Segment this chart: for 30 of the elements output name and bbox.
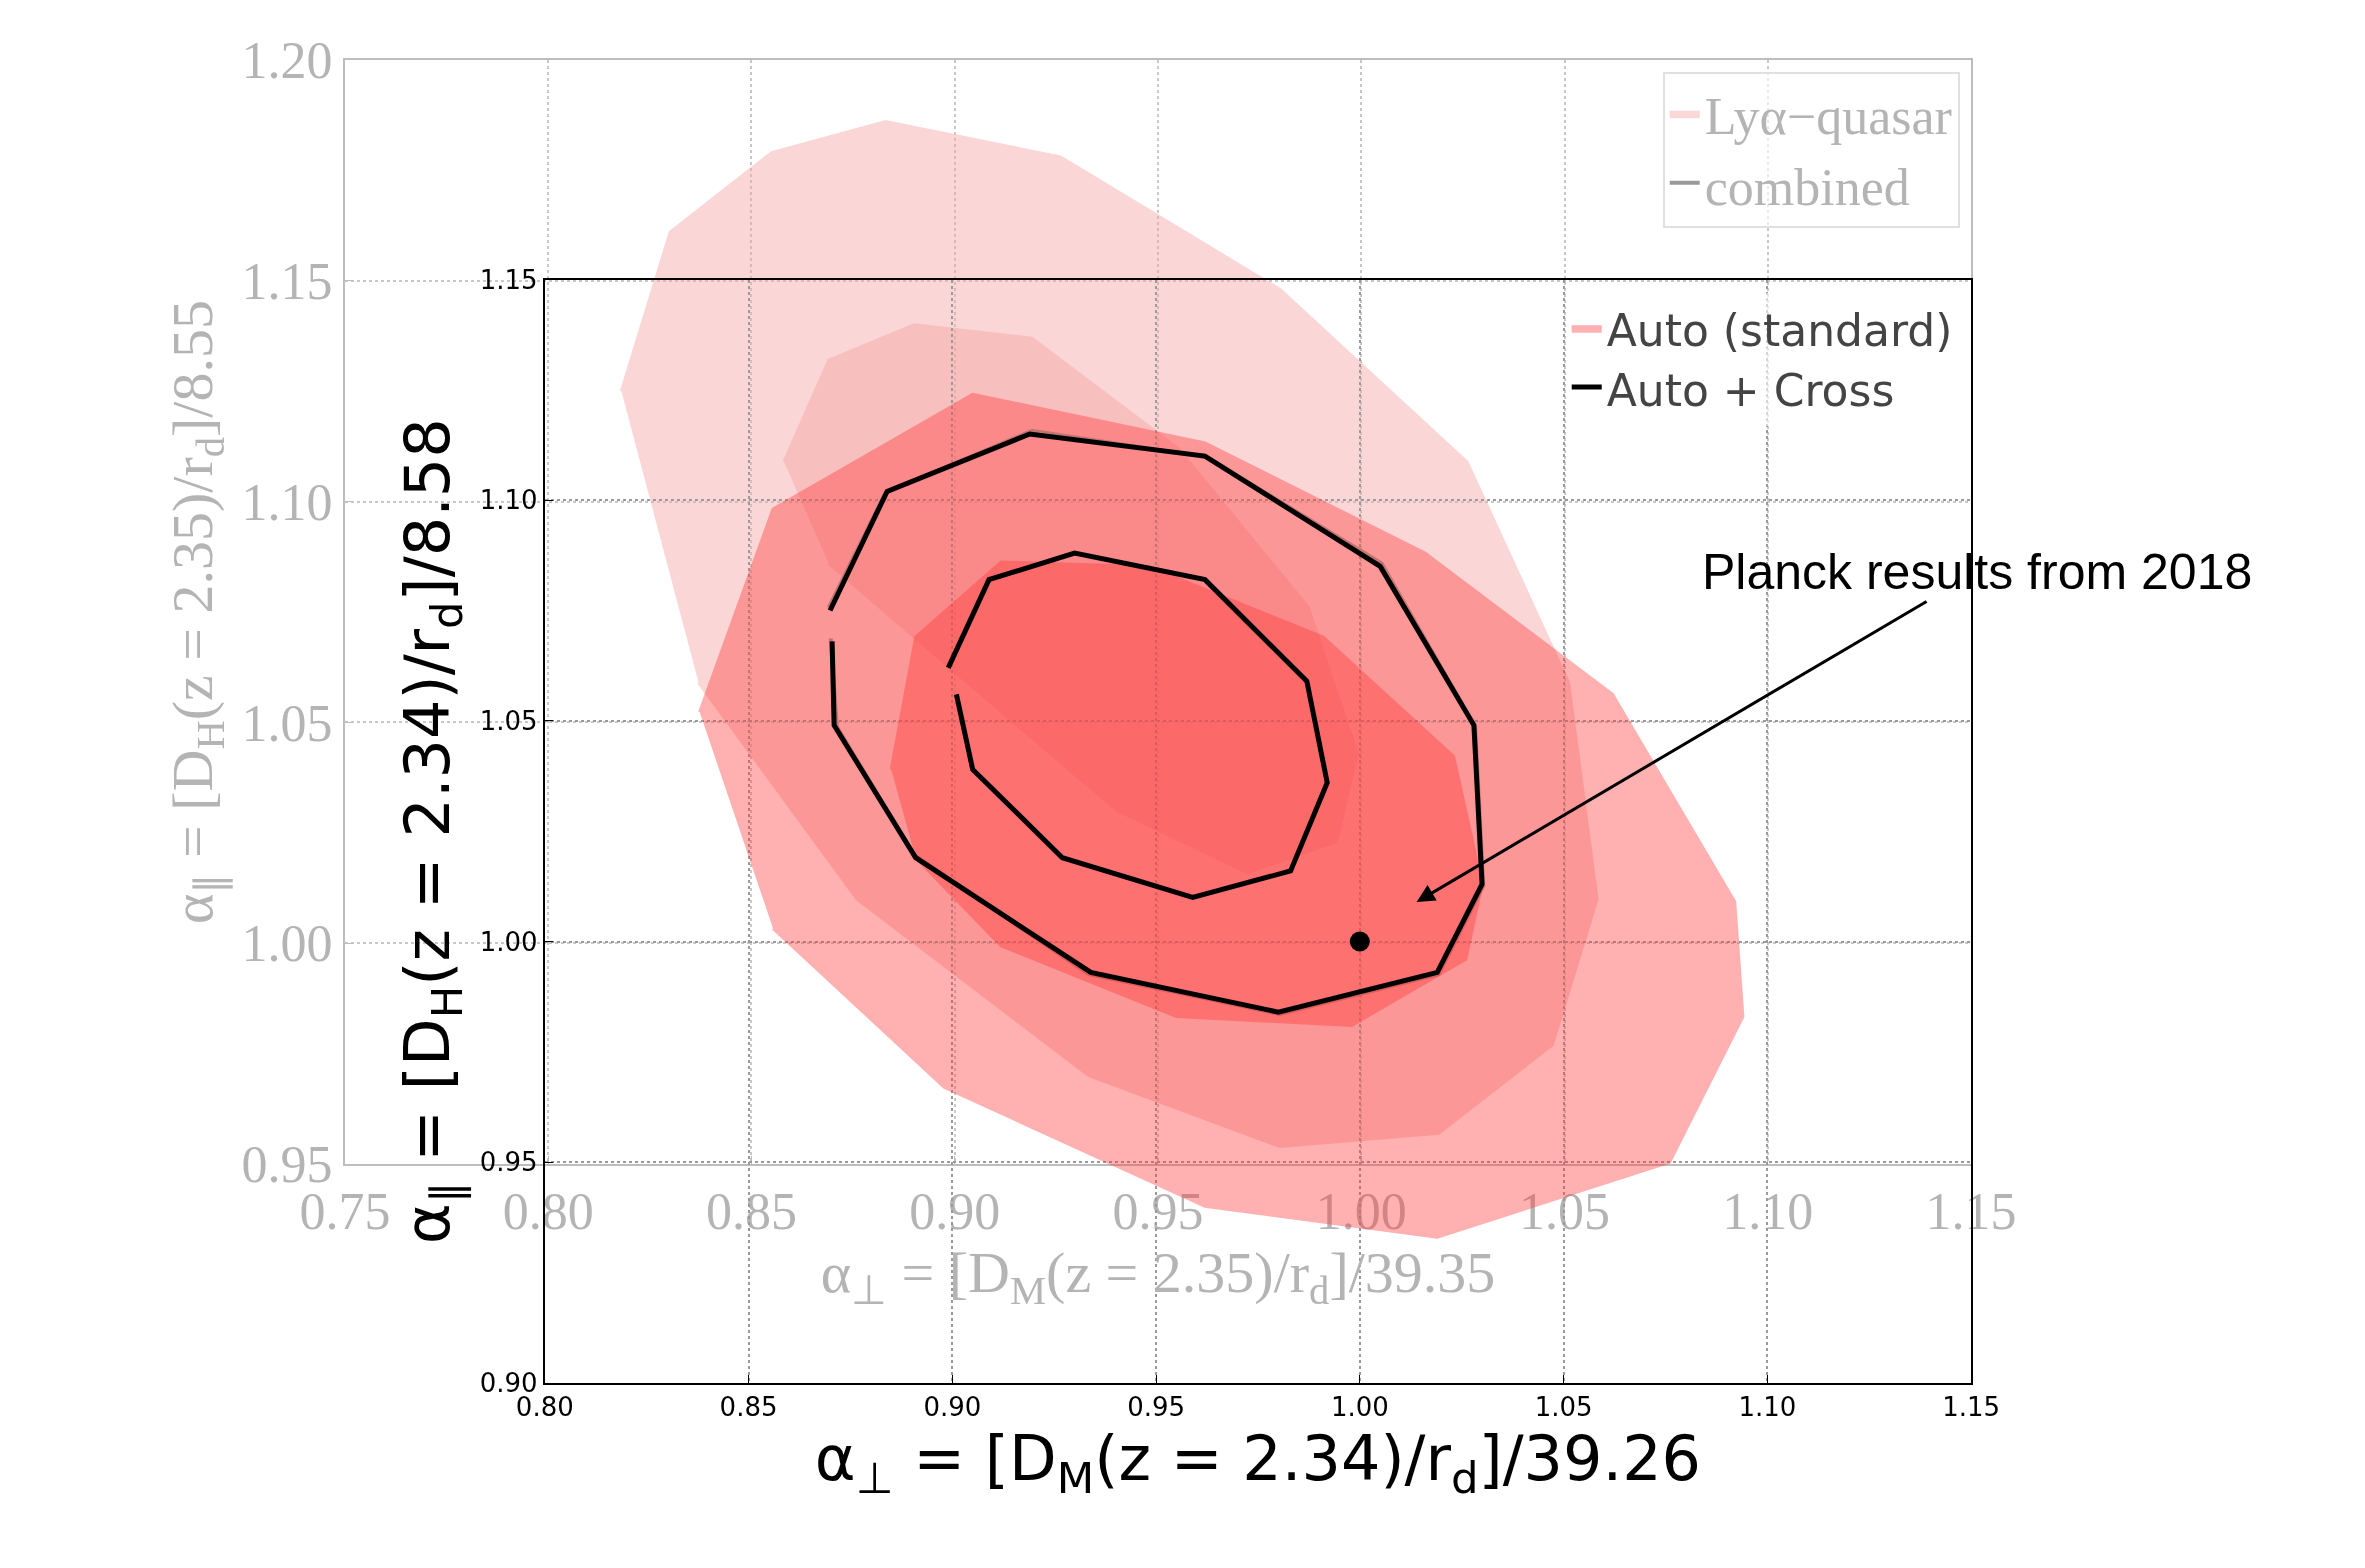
y-tick-label: 1.00 bbox=[479, 926, 538, 957]
y-tick-label: 1.05 bbox=[241, 694, 333, 752]
y-tick-label: 0.95 bbox=[479, 1147, 538, 1178]
y-tick-label: 1.10 bbox=[241, 473, 333, 531]
x-axis-title: α$_{⊥}$ = [D$_{M}$(z = 2.34)/r$_{d}$]/39.26 bbox=[814, 1422, 1702, 1504]
x-tick-label: 1.15 bbox=[1942, 1392, 2001, 1423]
legend-label: Lyα−quasar bbox=[1704, 88, 1952, 146]
x-tick-label: 1.10 bbox=[1738, 1392, 1797, 1423]
x-tick-label: 0.90 bbox=[909, 1182, 1001, 1240]
y-tick-label: 1.15 bbox=[241, 252, 333, 310]
x-tick-label: 0.80 bbox=[515, 1392, 574, 1423]
x-tick-label: 0.85 bbox=[705, 1182, 797, 1240]
x-tick-label: 1.10 bbox=[1722, 1182, 1814, 1240]
x-tick-label: 0.90 bbox=[923, 1392, 982, 1423]
x-tick-label: 1.00 bbox=[1315, 1182, 1407, 1240]
x-tick-label: 0.95 bbox=[1112, 1182, 1204, 1240]
x-axis-title: α$_{⊥}$ = [D$_{M}$(z = 2.35)/r$_{d}$]/39.35 bbox=[820, 1239, 1496, 1313]
y-tick-label: 1.15 bbox=[479, 264, 538, 295]
legend-label: Auto + Cross bbox=[1606, 365, 1895, 417]
x-tick-label: 1.00 bbox=[1330, 1392, 1389, 1423]
y-tick-label: 1.20 bbox=[241, 32, 333, 89]
x-tick-label: 1.05 bbox=[1534, 1392, 1593, 1423]
y-tick-label: 1.10 bbox=[479, 485, 538, 516]
x-tick-label: 1.05 bbox=[1519, 1182, 1611, 1240]
y-tick-label: 1.05 bbox=[479, 705, 538, 736]
y-tick-label: 1.00 bbox=[241, 915, 333, 973]
x-tick-label: 0.85 bbox=[719, 1392, 778, 1423]
x-tick-label: 0.95 bbox=[1127, 1392, 1186, 1423]
legend-label: Auto (standard) bbox=[1606, 304, 1953, 356]
legend-label: combined bbox=[1704, 159, 1910, 217]
